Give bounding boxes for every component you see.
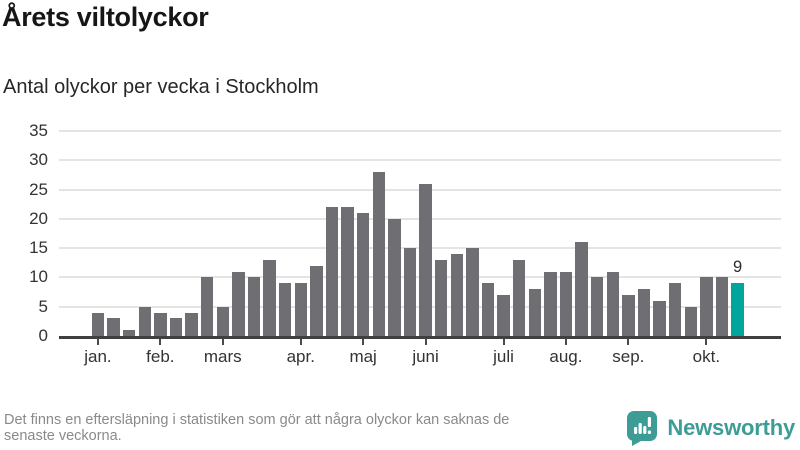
bar-week: [122, 330, 136, 336]
x-tick-label-juli: juli: [493, 347, 514, 366]
y-tick-label: 20: [29, 208, 48, 228]
newsworthy-logo[interactable]: Newsworthy: [626, 410, 795, 446]
chart-title: Årets viltolyckor: [2, 2, 209, 32]
bar-week: [216, 306, 229, 336]
x-tick-label-jan: jan.: [84, 347, 112, 366]
bar-week: [372, 172, 385, 336]
bar-week: [388, 218, 401, 336]
x-tick-label-sep: sep.: [612, 347, 645, 366]
bar-week: [528, 289, 541, 336]
plot-area: [59, 130, 781, 336]
bar-week: [232, 271, 245, 336]
gridline-35: [59, 130, 781, 132]
bar-week: [325, 207, 339, 336]
bar-week: [107, 318, 120, 336]
y-tick-label: 35: [29, 121, 48, 140]
x-tick-label-feb: feb.: [146, 347, 175, 366]
x-axis-line: [59, 336, 781, 339]
bar-week: [481, 283, 495, 336]
x-tick-jan: [96, 339, 99, 345]
x-tick-mars: [221, 339, 224, 345]
x-tick-label-okt: okt.: [692, 347, 721, 366]
x-tick-sep: [627, 339, 630, 345]
bar-week: [91, 312, 105, 336]
bar-week: [544, 271, 557, 336]
bar-week: [700, 277, 713, 336]
gridline-30: [59, 159, 781, 162]
bar-week: [310, 265, 323, 336]
bar-week: [154, 312, 167, 336]
bar-current-week: [731, 283, 744, 336]
y-tick-label: 10: [29, 267, 48, 287]
y-axis-labels: 0 5 10 15 20 25 30 35: [0, 121, 48, 346]
bar-week: [668, 283, 682, 336]
bar-week: [575, 242, 588, 336]
newsworthy-wordmark: Newsworthy: [667, 415, 795, 440]
x-tick-label-juni: juni: [412, 347, 439, 366]
x-tick-label-aug: aug.: [549, 347, 583, 366]
x-tick-label-apr: apr.: [286, 347, 315, 366]
x-tick-okt: [705, 339, 708, 345]
y-tick-label: 15: [29, 238, 48, 258]
bar-week: [622, 295, 635, 336]
bar-week: [200, 277, 214, 336]
last-value-label: 9: [732, 258, 743, 277]
x-tick-feb: [159, 339, 162, 345]
bar-week: [497, 295, 510, 336]
bar-week: [450, 254, 463, 336]
y-tick-label: 5: [38, 296, 48, 316]
bar-week: [606, 271, 619, 336]
bar-week: [637, 289, 651, 336]
x-tick-aug: [564, 339, 567, 345]
bar-week: [278, 283, 292, 336]
bar-week: [403, 248, 417, 336]
bar-week: [434, 259, 448, 336]
bar-week: [466, 248, 479, 336]
footnote: Det finns en eftersläpning i statistiken…: [4, 412, 644, 444]
chart-subtitle: Antal olyckor per vecka i Stockholm: [3, 76, 319, 98]
x-tick-juli: [502, 339, 505, 345]
bar-week: [169, 318, 183, 336]
y-tick-label: 0: [38, 326, 48, 345]
bar-week: [684, 306, 697, 336]
y-tick-label: 25: [29, 179, 48, 199]
bar-week: [341, 207, 354, 336]
y-tick-label: 30: [29, 150, 48, 170]
bar-week: [356, 213, 370, 336]
bar-week: [559, 271, 573, 336]
footnote-line-1: Det finns en eftersläpning i statistiken…: [4, 412, 510, 428]
bar-week: [138, 306, 151, 336]
bar-week: [419, 183, 432, 336]
x-tick-label-maj: maj: [349, 347, 377, 366]
bar-week: [653, 300, 666, 336]
footnote-line-2: senaste veckorna.: [4, 428, 122, 444]
bar-week: [247, 277, 261, 336]
bar-week: [590, 277, 604, 336]
bar-week: [512, 259, 526, 336]
newsworthy-bubble-chart-icon: [626, 410, 659, 446]
x-tick-juni: [424, 339, 427, 345]
x-tick-label-mars: mars: [203, 347, 242, 366]
bar-week: [263, 259, 276, 336]
x-tick-maj: [362, 339, 365, 345]
bar-week: [185, 312, 198, 336]
x-axis: jan. feb. mars apr. maj juni juli aug. sep. okt.: [59, 336, 781, 370]
bar-week: [715, 277, 729, 336]
x-tick-apr: [299, 339, 302, 345]
bar-week: [294, 283, 307, 336]
